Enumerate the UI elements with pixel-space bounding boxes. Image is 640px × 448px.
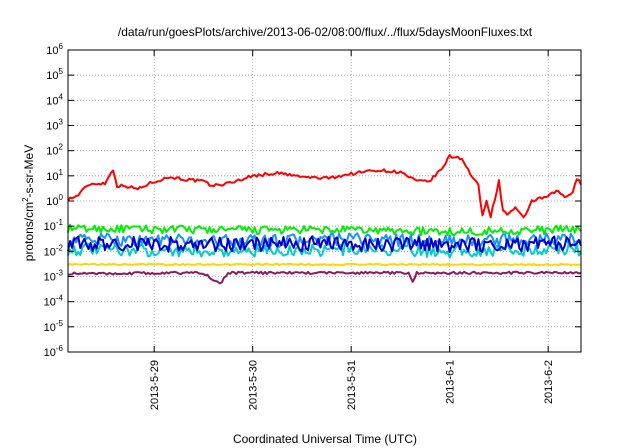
plot-frame [67, 49, 582, 353]
y-tick-label: 103 [46, 118, 63, 133]
series-line [67, 270, 582, 285]
x-tick-label: 2013-5-30 [248, 360, 260, 410]
axes: 10-6 10-5 10-4 10-3 10-2 10-1 100 101 102 103 104 1… [44, 42, 581, 410]
series-line [67, 235, 582, 254]
y-tick-label: 104 [46, 92, 63, 107]
y-axis-label-prefix: protons/cm [22, 202, 36, 261]
y-tick-label: 10-5 [44, 319, 64, 334]
y-tick-label: 101 [46, 168, 63, 183]
y-tick-label: 10-6 [44, 344, 64, 359]
series-line [67, 242, 582, 259]
grid [68, 50, 581, 352]
y-axis-label-suffix: -s-sr-MeV [22, 145, 36, 198]
y-tick-label: 105 [46, 67, 63, 82]
x-axis-label: Coordinated Universal Time (UTC) [233, 432, 417, 446]
y-axis-label: protons/cm2-s-sr-MeV [21, 145, 36, 261]
y-tick-label: 10-4 [44, 294, 64, 309]
y-tick-label: 106 [46, 42, 63, 57]
y-tick-label: 100 [46, 193, 63, 208]
y-tick-label: 10-3 [44, 269, 64, 284]
y-tick-label: 102 [46, 143, 63, 158]
series-line [67, 262, 582, 267]
chart-title: /data/run/goesPlots/archive/2013-06-02/0… [118, 25, 533, 39]
y-axis-label-sup: 2 [21, 197, 30, 202]
x-tick-label: 2013-5-29 [149, 360, 161, 410]
series-line [67, 223, 582, 237]
x-tick-label: 2013-5-31 [346, 360, 358, 410]
y-tick-label: 10-2 [44, 243, 64, 258]
x-tick-label: 2013-6-2 [543, 360, 555, 404]
x-tick-label: 2013-6-1 [445, 360, 457, 404]
series-line [67, 154, 582, 219]
series-group [67, 154, 582, 285]
y-tick-label: 10-1 [44, 218, 64, 233]
